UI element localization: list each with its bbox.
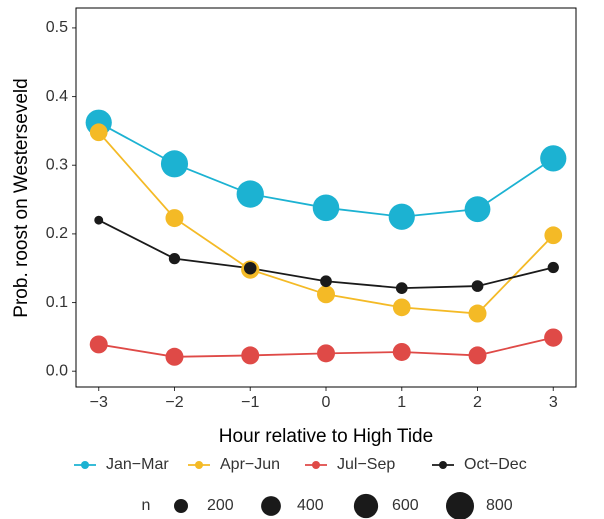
point — [165, 347, 184, 366]
size-legend-label: 600 — [392, 497, 419, 514]
size-legend-key — [446, 492, 474, 519]
legend-key-point — [439, 461, 447, 469]
y-tick-label: 0.4 — [46, 88, 68, 105]
size-legend-title: n — [142, 497, 151, 514]
legend-key-point — [81, 461, 89, 469]
point — [89, 335, 108, 354]
point — [320, 275, 332, 288]
size-legend-key — [173, 498, 189, 514]
point — [392, 298, 411, 317]
y-tick-label: 0.1 — [46, 294, 68, 311]
x-tick-label: −3 — [90, 394, 108, 411]
y-tick-label: 0.2 — [46, 225, 68, 242]
point — [243, 261, 257, 275]
x-axis-label: Hour relative to High Tide — [219, 426, 433, 447]
point — [468, 346, 487, 365]
legend-key-point — [312, 461, 320, 469]
legend-label: Oct−Dec — [464, 456, 527, 473]
y-tick-label: 0.5 — [46, 19, 68, 36]
point — [160, 150, 189, 178]
y-axis-label: Prob. roost on Westerseveld — [11, 78, 32, 317]
y-tick-label: 0.3 — [46, 156, 68, 173]
point — [544, 226, 563, 245]
point — [317, 344, 335, 363]
point — [388, 203, 415, 230]
point — [317, 285, 335, 304]
point — [471, 280, 484, 292]
x-tick-label: −2 — [165, 394, 183, 411]
point — [236, 180, 264, 208]
x-tick-label: −1 — [241, 394, 259, 411]
point — [464, 196, 491, 223]
size-legend-label: 400 — [297, 497, 324, 514]
point — [540, 145, 567, 172]
legend-label: Apr−Jun — [220, 456, 280, 473]
x-tick-label: 3 — [549, 394, 558, 411]
legend-label: Jan−Mar — [106, 456, 169, 473]
size-legend-key — [353, 493, 379, 519]
point — [89, 123, 108, 142]
point — [395, 282, 408, 294]
x-tick-label: 0 — [322, 394, 331, 411]
point — [312, 194, 340, 222]
x-tick-label: 1 — [397, 394, 406, 411]
size-legend-label: 800 — [486, 497, 513, 514]
x-tick-label: 2 — [473, 394, 482, 411]
legend-key-point — [195, 461, 203, 469]
plot-border — [75, 7, 577, 388]
point — [392, 342, 411, 361]
legend-label: Jul−Sep — [337, 456, 395, 473]
point — [165, 209, 184, 228]
y-tick-label: 0.0 — [46, 362, 68, 379]
size-legend-key — [261, 496, 281, 516]
point — [241, 346, 260, 365]
size-legend-label: 200 — [207, 497, 234, 514]
point — [168, 252, 181, 265]
point — [544, 328, 563, 347]
point — [547, 261, 559, 274]
point — [468, 304, 487, 323]
point — [94, 215, 104, 225]
